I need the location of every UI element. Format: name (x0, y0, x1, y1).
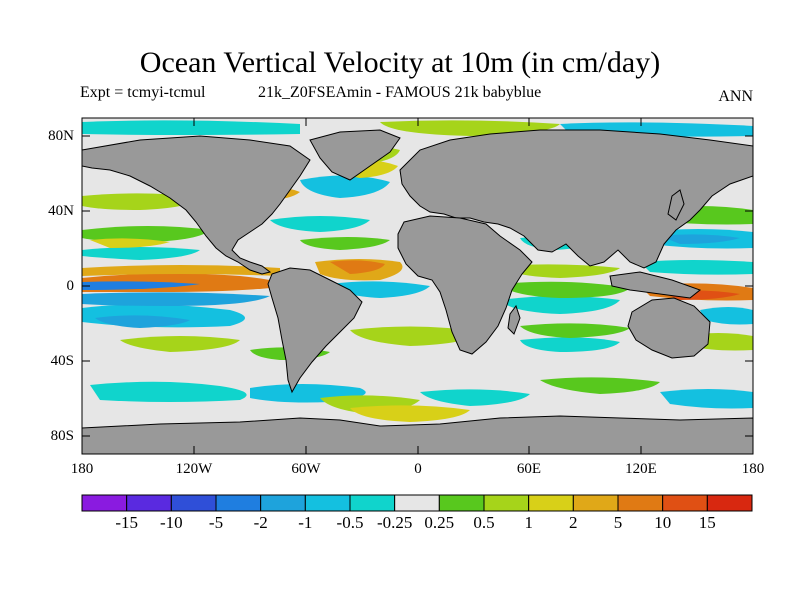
colorbar-box (483, 494, 530, 512)
colorbar-box (81, 494, 128, 512)
lon-label-120e: 120E (625, 461, 657, 477)
land-layer (82, 129, 753, 454)
lon-label-120w: 120W (175, 461, 213, 477)
experiment-label: Expt = tcmyi-tcmul (80, 84, 206, 101)
run-label: 21k_Z0FSEAmin - FAMOUS 21k babyblue (258, 84, 542, 101)
lon-label-180e: 180 (741, 461, 765, 477)
landmass-maritime-continent (609, 271, 702, 299)
lon-label-180w: 180 (70, 461, 94, 477)
colorbar-label: -10 (159, 513, 183, 532)
landmass-africa (397, 215, 533, 355)
colorbar-box (662, 494, 708, 512)
landmass-madagascar (507, 304, 521, 335)
colorbar-label: 15 (698, 513, 716, 532)
colorbar-box (617, 494, 664, 512)
lat-label-40n: 40N (48, 203, 74, 219)
colorbar-label: -0.5 (336, 513, 364, 532)
colorbar-label: 1 (524, 513, 533, 532)
landmass-australia (627, 297, 711, 359)
equatorial-field (82, 259, 753, 306)
colorbar-box (304, 494, 351, 512)
colorbar-label: 0.25 (424, 513, 455, 532)
map-title: Ocean Vertical Velocity at 10m (in cm/da… (139, 46, 661, 79)
map-field (82, 118, 753, 454)
colorbar-label: 10 (654, 513, 672, 532)
lat-label-80s: 80S (50, 428, 74, 444)
colorbar-box (572, 494, 619, 512)
colorbar-box (394, 494, 440, 512)
colorbar-box (706, 494, 753, 512)
colorbar-box (126, 494, 172, 512)
colorbar-box (215, 494, 262, 512)
lon-label-0: 0 (414, 461, 422, 477)
season-label: ANN (718, 88, 753, 105)
landmass-south-america (267, 267, 363, 394)
colorbar-box (349, 494, 396, 512)
colorbar-box (170, 494, 217, 512)
colorbar-label: 0.5 (473, 513, 495, 532)
lat-label-0: 0 (66, 278, 75, 294)
landmass-north-america (82, 135, 311, 275)
colorbar-label: 5 (613, 513, 623, 532)
lon-label-60w: 60W (291, 461, 321, 477)
colorbar-label: 2 (569, 513, 578, 532)
colorbar-label: -15 (115, 513, 139, 532)
colorbar-box (260, 494, 306, 512)
colorbar-label: -0.25 (376, 513, 413, 532)
lon-label-60e: 60E (516, 461, 542, 477)
landmass-japan (667, 189, 685, 221)
colorbar-label: -2 (253, 513, 268, 532)
colorbar-label: -1 (298, 513, 313, 532)
colorbar-label: -5 (208, 513, 224, 532)
colorbar-box (528, 494, 574, 512)
landmass-antarctica (82, 415, 753, 454)
lat-label-40s: 40S (50, 353, 74, 369)
southern-ocean-field (82, 333, 753, 422)
lat-label-80n: 80N (48, 128, 74, 144)
colorbar (81, 494, 753, 512)
south-midlatitude-field (82, 296, 753, 346)
colorbar-box (438, 494, 485, 512)
landmass-greenland (309, 129, 401, 181)
axis-ticks (81, 118, 754, 454)
